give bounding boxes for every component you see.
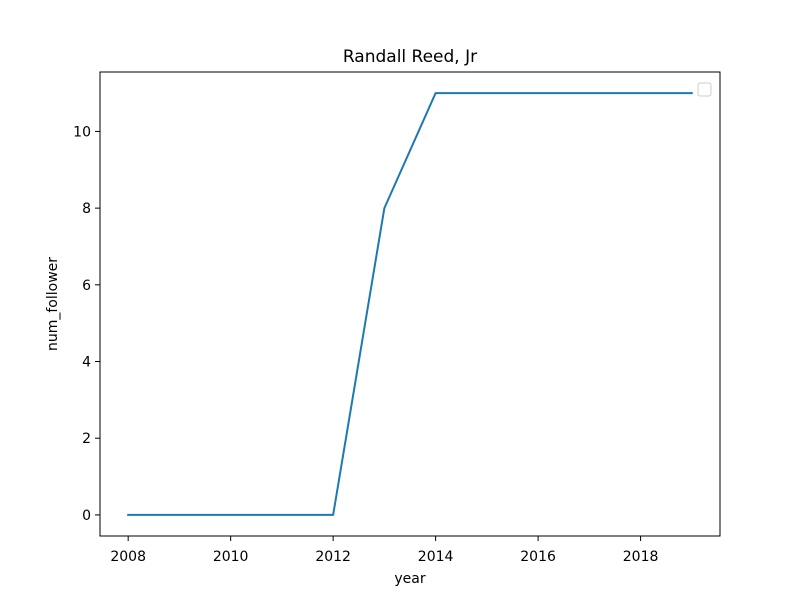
y-tick-label: 2 [82, 431, 91, 447]
y-axis: 0 2 4 6 8 10 [73, 124, 100, 524]
x-tick-label: 2018 [623, 549, 659, 565]
y-axis-label: num_follower [45, 257, 61, 351]
series-layer [127, 92, 693, 516]
chart-title: Randall Reed, Jr [343, 47, 477, 67]
x-tick-label: 2008 [110, 549, 146, 565]
x-axis-label: year [394, 571, 425, 587]
y-tick-label: 0 [82, 508, 91, 524]
series-line-0 [127, 92, 693, 516]
x-tick-label: 2010 [213, 549, 249, 565]
x-tick-label: 2012 [315, 549, 351, 565]
y-tick-label: 4 [82, 355, 91, 371]
y-tick-label: 6 [82, 278, 91, 294]
x-tick-label: 2014 [418, 549, 454, 565]
y-tick-label: 10 [73, 124, 91, 140]
y-tick-label: 8 [82, 201, 91, 217]
x-tick-label: 2016 [520, 549, 556, 565]
legend-box [697, 82, 712, 97]
x-axis: 2008 2010 2012 2014 2016 2018 [110, 536, 658, 565]
plot-frame [99, 71, 721, 537]
